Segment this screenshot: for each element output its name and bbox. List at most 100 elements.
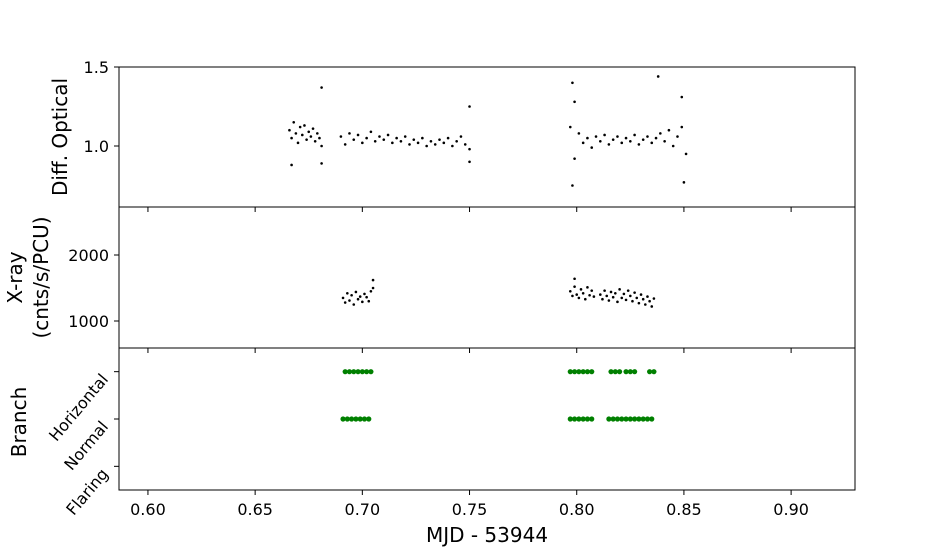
point <box>349 416 355 422</box>
point <box>623 369 629 375</box>
point <box>366 416 372 422</box>
point <box>611 138 615 141</box>
point <box>581 141 585 145</box>
point <box>620 296 624 300</box>
point <box>590 146 594 149</box>
point <box>614 291 617 295</box>
point <box>446 136 450 140</box>
point <box>641 297 645 301</box>
point <box>607 299 611 302</box>
y-axis-label: X-ray <box>3 251 27 303</box>
point <box>584 369 591 375</box>
point <box>601 297 604 301</box>
point <box>571 294 574 298</box>
point <box>583 297 587 301</box>
point <box>648 299 651 303</box>
point <box>589 416 595 422</box>
point <box>339 135 343 138</box>
point <box>369 130 373 134</box>
point <box>656 75 660 78</box>
point <box>581 291 585 295</box>
point <box>573 157 576 160</box>
point <box>632 416 638 422</box>
point <box>364 369 370 375</box>
point <box>421 136 424 140</box>
point <box>298 125 302 129</box>
point <box>624 136 628 140</box>
point <box>463 143 467 146</box>
point <box>619 416 625 422</box>
point <box>425 144 428 148</box>
point <box>627 369 633 375</box>
point <box>577 296 581 300</box>
point <box>633 291 636 294</box>
point <box>442 141 446 145</box>
point <box>382 138 386 141</box>
point <box>571 416 578 422</box>
point <box>343 143 347 146</box>
point <box>354 290 358 294</box>
point <box>631 299 634 303</box>
point <box>684 152 688 156</box>
point <box>369 289 373 293</box>
point <box>313 139 317 143</box>
point <box>616 135 619 138</box>
point <box>391 141 394 145</box>
point <box>649 416 655 422</box>
point <box>351 369 357 375</box>
point <box>346 291 349 295</box>
point <box>580 416 586 422</box>
point <box>575 293 579 296</box>
point <box>614 416 621 422</box>
point <box>367 299 371 303</box>
point <box>455 139 458 143</box>
point <box>622 292 626 296</box>
point <box>588 293 591 297</box>
point <box>659 132 662 135</box>
point <box>353 416 359 422</box>
point <box>344 416 350 422</box>
point <box>567 369 573 375</box>
point <box>580 369 586 375</box>
point <box>618 288 621 291</box>
point <box>296 141 300 145</box>
x-tick-label: 0.85 <box>666 500 702 519</box>
point <box>368 369 374 375</box>
y-axis-label: Branch <box>7 387 31 458</box>
point <box>320 86 323 89</box>
point <box>573 285 576 288</box>
y-tick-label: 1.5 <box>84 58 109 77</box>
point <box>357 416 363 422</box>
x-tick-label: 0.80 <box>559 500 595 519</box>
point <box>584 416 591 422</box>
point <box>371 278 375 282</box>
point <box>571 369 578 375</box>
y-axis-label: (cnts/s/PCU) <box>29 216 53 338</box>
point <box>348 299 351 302</box>
point <box>577 132 581 135</box>
point <box>416 141 420 145</box>
point <box>395 136 398 140</box>
point <box>307 130 311 134</box>
point <box>373 139 377 143</box>
point <box>288 128 291 132</box>
point <box>468 160 471 164</box>
point <box>682 181 686 184</box>
y-tick-label: Flaring <box>62 465 112 519</box>
point <box>358 295 362 298</box>
point <box>352 303 356 306</box>
point <box>671 144 675 148</box>
point <box>290 136 293 140</box>
x-tick-label: 0.70 <box>345 500 381 519</box>
point <box>318 136 321 140</box>
point <box>612 369 618 375</box>
point <box>680 125 684 129</box>
point <box>459 135 463 138</box>
point <box>646 295 649 298</box>
point <box>611 295 615 299</box>
point <box>568 289 572 293</box>
point <box>573 100 576 104</box>
point <box>626 289 630 292</box>
point <box>342 369 348 375</box>
point <box>586 136 589 140</box>
